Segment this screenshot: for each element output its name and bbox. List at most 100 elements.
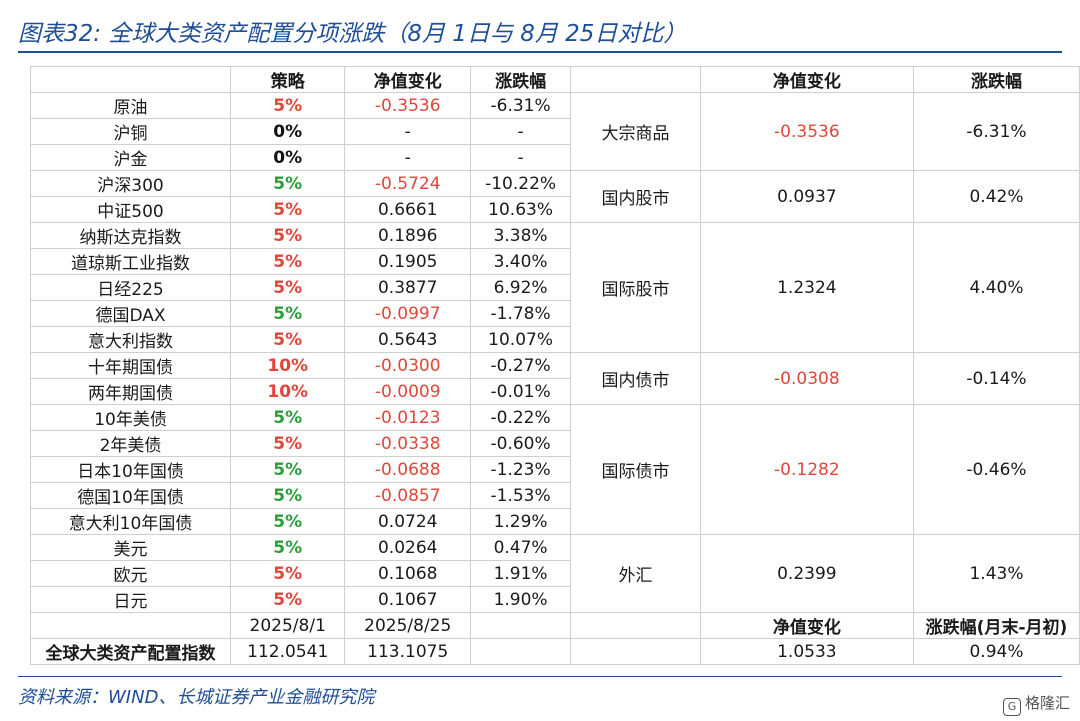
strategy-weight: 5% — [230, 274, 346, 301]
asset-name: 德国DAX — [29, 300, 232, 327]
pct-change: -0.60% — [470, 430, 572, 457]
strategy-weight: 5% — [230, 482, 346, 509]
strategy-weight: 5% — [230, 196, 346, 223]
asset-name: 意大利10年国债 — [29, 508, 232, 535]
pct-change: -0.01% — [470, 378, 572, 405]
nav-change: - — [344, 144, 472, 171]
strategy-weight: 0% — [230, 118, 346, 145]
header-pct-change: 涨跌幅 — [470, 66, 572, 93]
group-pct-change: 0.42% — [912, 170, 1080, 223]
asset-name: 沪深300 — [29, 170, 232, 197]
group-pct-change: -6.31% — [912, 92, 1080, 171]
table-row: 德国DAX 5% -0.0997 -1.78% — [29, 300, 1080, 327]
header-row: 策略 净值变化 涨跌幅 净值变化 涨跌幅 — [29, 66, 1080, 93]
nav-change: -0.5724 — [344, 170, 472, 197]
strategy-weight: 10% — [230, 352, 346, 379]
table-row: 欧元 5% 0.1068 1.91% — [29, 560, 1080, 587]
asset-name: 德国10年国债 — [29, 482, 232, 509]
index-value-date1: 112.0541 — [230, 638, 346, 665]
summary-blank2 — [470, 612, 572, 639]
group-nav-change: 0.0937 — [699, 170, 914, 223]
pct-change: -0.27% — [470, 352, 572, 379]
header-group-blank — [570, 66, 701, 93]
asset-name: 两年期国债 — [29, 378, 232, 405]
asset-name: 日本10年国债 — [29, 456, 232, 483]
asset-name: 原油 — [29, 92, 232, 119]
group-pct-change: 1.43% — [912, 534, 1080, 613]
nav-change: - — [344, 118, 472, 145]
table-row: 沪深300 5% -0.5724 -10.22% 国内股市 0.0937 0.42% — [29, 170, 1080, 223]
index-blank — [470, 638, 572, 665]
asset-allocation-table: 策略 净值变化 涨跌幅 净值变化 涨跌幅 原油 5% -0.3536 -6.31% 大宗… — [29, 66, 1080, 665]
strategy-weight: 5% — [230, 92, 346, 119]
asset-name: 欧元 — [29, 560, 232, 587]
asset-name: 意大利指数 — [29, 326, 232, 353]
header-nav-change: 净值变化 — [344, 66, 472, 93]
summary-pct-change-label: 涨跌幅(月末-月初) — [912, 612, 1080, 639]
index-label: 全球大类资产配置指数 — [29, 638, 232, 665]
table-row: 德国10年国债 5% -0.0857 -1.53% — [29, 482, 1080, 509]
source-note: 资料来源：WIND、长城证券产业金融研究院 — [18, 687, 375, 708]
strategy-weight: 5% — [230, 560, 346, 587]
group-name: 国内股市 — [570, 170, 701, 223]
strategy-weight: 5% — [230, 222, 346, 249]
summary-date1: 2025/8/1 — [230, 612, 346, 639]
group-nav-change: -0.0308 — [699, 352, 914, 405]
table-row: 日元 5% 0.1067 1.90% — [29, 586, 1080, 613]
pct-change: 1.29% — [470, 508, 572, 535]
pct-change: -1.53% — [470, 482, 572, 509]
group-pct-change: 4.40% — [912, 222, 1080, 353]
pct-change: - — [470, 118, 572, 145]
group-name: 国际债市 — [570, 404, 701, 535]
table-row: 意大利10年国债 5% 0.0724 1.29% — [29, 508, 1080, 535]
watermark-logo-icon: G — [1002, 698, 1021, 716]
table-row: 日经225 5% 0.3877 6.92% — [29, 274, 1080, 301]
strategy-weight: 5% — [230, 586, 346, 613]
asset-name: 道琼斯工业指数 — [29, 248, 232, 275]
nav-change: -0.0997 — [344, 300, 472, 327]
nav-change: 0.1896 — [344, 222, 472, 249]
index-pct-change: 0.94% — [912, 638, 1080, 665]
strategy-weight: 5% — [230, 300, 346, 327]
pct-change: 3.38% — [470, 222, 572, 249]
pct-change: -1.23% — [470, 456, 572, 483]
pct-change: -1.78% — [470, 300, 572, 327]
pct-change: -0.22% — [470, 404, 572, 431]
group-nav-change: 0.2399 — [699, 534, 914, 613]
table-row: 10年美债 5% -0.0123 -0.22% 国际债市 -0.1282 -0.46% — [29, 404, 1080, 535]
nav-change: -0.0338 — [344, 430, 472, 457]
index-nav-change: 1.0533 — [699, 638, 914, 665]
watermark-text: 格隆汇 — [1024, 694, 1070, 712]
index-value-date2: 113.1075 — [344, 638, 472, 665]
group-nav-change: -0.3536 — [699, 92, 914, 171]
pct-change: 1.90% — [470, 586, 572, 613]
summary-header-row: 2025/8/1 2025/8/25 净值变化 涨跌幅(月末-月初) — [29, 612, 1080, 639]
summary-blank — [29, 612, 232, 639]
header-group-pct-change: 涨跌幅 — [912, 66, 1080, 93]
nav-change: -0.0300 — [344, 352, 472, 379]
table-row: 道琼斯工业指数 5% 0.1905 3.40% — [29, 248, 1080, 275]
pct-change: 10.07% — [470, 326, 572, 353]
strategy-weight: 10% — [230, 378, 346, 405]
asset-name: 沪铜 — [29, 118, 232, 145]
strategy-weight: 5% — [230, 456, 346, 483]
strategy-weight: 5% — [230, 326, 346, 353]
nav-change: 0.3877 — [344, 274, 472, 301]
nav-change: -0.0123 — [344, 404, 472, 431]
nav-change: -0.3536 — [344, 92, 472, 119]
strategy-weight: 0% — [230, 144, 346, 171]
source-divider — [18, 676, 1062, 677]
summary-date2: 2025/8/25 — [344, 612, 472, 639]
group-pct-change: -0.14% — [912, 352, 1080, 405]
group-nav-change: -0.1282 — [699, 404, 914, 535]
asset-name: 纳斯达克指数 — [29, 222, 232, 249]
nav-change: -0.0688 — [344, 456, 472, 483]
summary-blank3 — [570, 612, 701, 639]
strategy-weight: 5% — [230, 170, 346, 197]
table-row: 原油 5% -0.3536 -6.31% 大宗商品 -0.3536 -6.31% — [29, 92, 1080, 171]
strategy-weight: 5% — [230, 534, 346, 561]
header-blank — [29, 66, 232, 93]
asset-name: 沪金 — [29, 144, 232, 171]
group-nav-change: 1.2324 — [699, 222, 914, 353]
pct-change: 0.47% — [470, 534, 572, 561]
